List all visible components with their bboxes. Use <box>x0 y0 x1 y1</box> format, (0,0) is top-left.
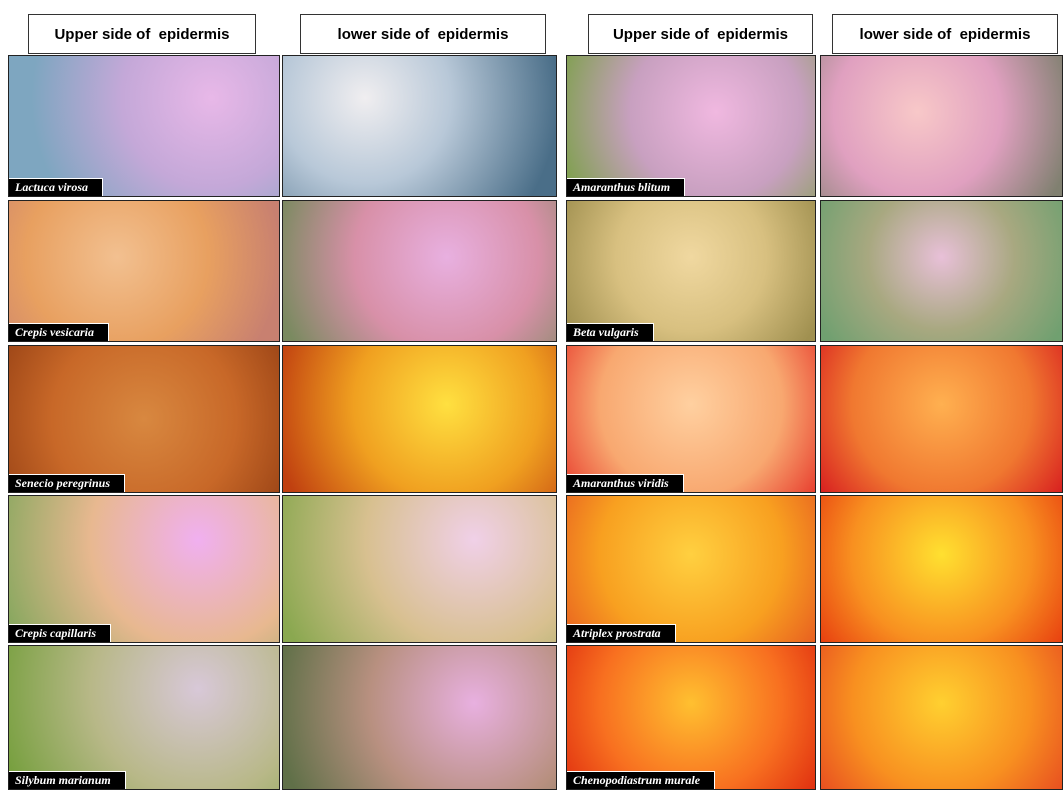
micrograph <box>282 55 557 197</box>
column-header: lower side of epidermis <box>832 14 1058 54</box>
micrograph: Beta vulgaris <box>566 200 816 342</box>
micrograph <box>820 345 1063 493</box>
species-label: Silybum marianum <box>9 771 126 789</box>
micrograph: Crepis vesicaria <box>8 200 280 342</box>
micrograph <box>820 645 1063 790</box>
species-label: Crepis capillaris <box>9 624 111 642</box>
micrograph <box>820 55 1063 197</box>
micrograph: Crepis capillaris <box>8 495 280 643</box>
species-label: Atriplex prostrata <box>567 624 676 642</box>
micrograph: Lactuca virosa <box>8 55 280 197</box>
micrograph: Amaranthus viridis <box>566 345 816 493</box>
column-header: Upper side of epidermis <box>588 14 813 54</box>
micrograph: Amaranthus blitum <box>566 55 816 197</box>
column-header: lower side of epidermis <box>300 14 546 54</box>
micrograph: Senecio peregrinus <box>8 345 280 493</box>
species-label: Lactuca virosa <box>9 178 103 196</box>
species-label: Amaranthus viridis <box>567 474 684 492</box>
micrograph: Silybum marianum <box>8 645 280 790</box>
micrograph: Chenopodiastrum murale <box>566 645 816 790</box>
micrograph <box>282 345 557 493</box>
species-label: Amaranthus blitum <box>567 178 685 196</box>
figure: Upper side of epidermis lower side of ep… <box>0 0 1063 790</box>
species-label: Beta vulgaris <box>567 323 654 341</box>
micrograph: Atriplex prostrata <box>566 495 816 643</box>
column-header: Upper side of epidermis <box>28 14 256 54</box>
micrograph <box>820 200 1063 342</box>
species-label: Senecio peregrinus <box>9 474 125 492</box>
micrograph <box>820 495 1063 643</box>
micrograph <box>282 200 557 342</box>
species-label: Chenopodiastrum murale <box>567 771 715 789</box>
species-label: Crepis vesicaria <box>9 323 109 341</box>
micrograph <box>282 495 557 643</box>
micrograph <box>282 645 557 790</box>
